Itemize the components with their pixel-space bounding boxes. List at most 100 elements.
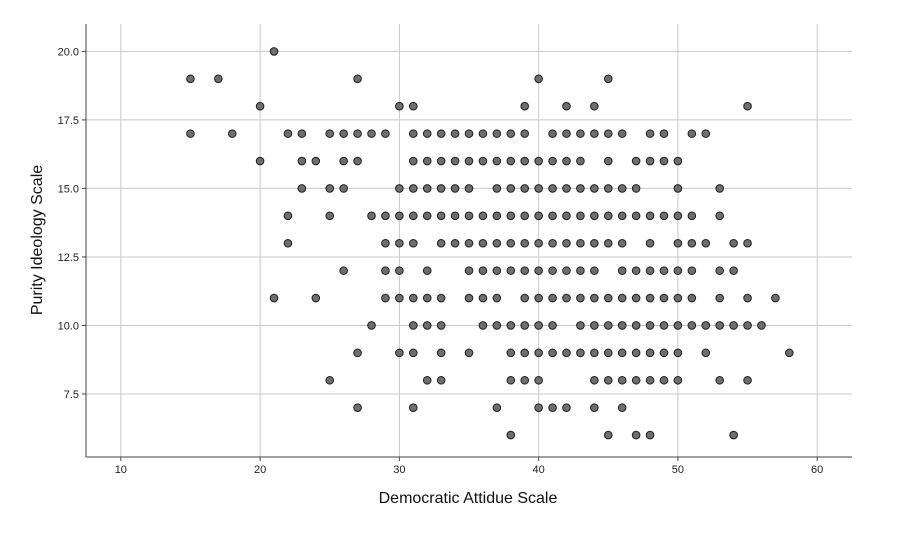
data-point-55 xyxy=(534,156,543,166)
data-point-40 xyxy=(701,129,711,138)
data-point-57 xyxy=(562,156,571,166)
data-point-231 xyxy=(436,375,446,385)
data-point-177 xyxy=(631,293,641,303)
data-point-198 xyxy=(617,321,627,330)
data-point-78 xyxy=(562,184,571,193)
data-point-141 xyxy=(464,266,474,275)
data-point-151 xyxy=(617,266,627,275)
x-tick-label-4: 50 xyxy=(672,464,684,476)
data-point-134 xyxy=(701,238,711,248)
data-point-84 xyxy=(673,184,683,193)
data-point-158 xyxy=(729,266,738,275)
data-point-176 xyxy=(617,293,627,303)
data-point-81 xyxy=(603,184,613,193)
data-point-4 xyxy=(534,74,543,84)
data-point-107 xyxy=(631,211,641,221)
data-point-68 xyxy=(408,184,418,193)
data-point-203 xyxy=(687,321,697,330)
data-point-49 xyxy=(450,156,460,166)
data-point-173 xyxy=(576,293,585,303)
data-point-130 xyxy=(617,238,627,248)
data-point-23 xyxy=(422,129,432,138)
data-point-94 xyxy=(450,211,460,221)
data-point-242 xyxy=(715,375,724,385)
data-point-254 xyxy=(631,430,641,440)
data-point-186 xyxy=(408,321,418,330)
data-point-99 xyxy=(520,211,530,221)
data-point-32 xyxy=(562,129,571,138)
tick-labels: 10 20 30 40 50 60 7.5 10.0 12.5 15.0 17.5 20.0 xyxy=(58,46,824,476)
data-point-27 xyxy=(478,129,488,138)
data-point-120 xyxy=(478,238,488,248)
data-point-135 xyxy=(729,238,738,248)
data-point-253 xyxy=(603,430,613,440)
data-point-205 xyxy=(715,321,724,330)
data-point-160 xyxy=(311,293,321,303)
data-point-56 xyxy=(548,156,557,166)
data-point-119 xyxy=(464,238,474,248)
data-point-163 xyxy=(408,293,418,303)
data-point-104 xyxy=(590,211,599,221)
data-point-75 xyxy=(520,184,530,193)
data-point-24 xyxy=(436,129,446,138)
data-point-236 xyxy=(603,375,613,385)
data-point-211 xyxy=(408,348,418,358)
data-point-115 xyxy=(395,238,404,248)
data-point-42 xyxy=(297,156,307,166)
data-point-70 xyxy=(436,184,446,193)
data-point-221 xyxy=(603,348,613,358)
data-point-217 xyxy=(548,348,557,358)
data-point-174 xyxy=(590,293,599,303)
data-point-69 xyxy=(422,184,432,193)
data-point-228 xyxy=(785,348,794,358)
data-point-10 xyxy=(562,101,571,111)
data-point-43 xyxy=(311,156,321,166)
data-point-175 xyxy=(603,293,613,303)
data-point-144 xyxy=(506,266,516,275)
data-point-156 xyxy=(687,266,697,275)
data-point-209 xyxy=(353,348,362,358)
data-point-180 xyxy=(673,293,683,303)
data-point-123 xyxy=(520,238,530,248)
x-tick-label-3: 40 xyxy=(533,464,545,476)
data-point-256 xyxy=(729,430,738,440)
data-point-234 xyxy=(534,375,543,385)
data-point-152 xyxy=(631,266,641,275)
data-point-219 xyxy=(576,348,585,358)
data-point-19 xyxy=(353,129,362,138)
data-point-71 xyxy=(450,184,460,193)
data-point-82 xyxy=(617,184,627,193)
data-point-60 xyxy=(631,156,641,166)
data-point-125 xyxy=(548,238,557,248)
data-point-225 xyxy=(659,348,669,358)
data-points xyxy=(186,47,794,440)
data-point-26 xyxy=(464,129,474,138)
data-point-192 xyxy=(520,321,530,330)
data-point-47 xyxy=(422,156,432,166)
data-point-48 xyxy=(436,156,446,166)
data-point-235 xyxy=(590,375,599,385)
data-point-25 xyxy=(450,129,460,138)
data-point-101 xyxy=(548,211,557,221)
axes xyxy=(82,24,852,461)
data-point-51 xyxy=(478,156,488,166)
data-point-218 xyxy=(562,348,571,358)
data-point-83 xyxy=(631,184,641,193)
data-point-50 xyxy=(464,156,474,166)
data-point-31 xyxy=(548,129,557,138)
data-point-226 xyxy=(673,348,683,358)
y-tick-label-5: 20.0 xyxy=(58,46,79,58)
data-point-184 xyxy=(771,293,780,303)
data-point-128 xyxy=(590,238,599,248)
data-point-86 xyxy=(283,211,293,221)
data-point-63 xyxy=(673,156,683,166)
y-tick-label-0: 7.5 xyxy=(64,389,79,401)
data-point-154 xyxy=(659,266,669,275)
y-tick-label-4: 17.5 xyxy=(58,115,79,127)
data-point-239 xyxy=(645,375,655,385)
data-point-201 xyxy=(659,321,669,330)
data-point-166 xyxy=(464,293,474,303)
data-point-17 xyxy=(325,129,335,138)
data-point-113 xyxy=(283,238,293,248)
